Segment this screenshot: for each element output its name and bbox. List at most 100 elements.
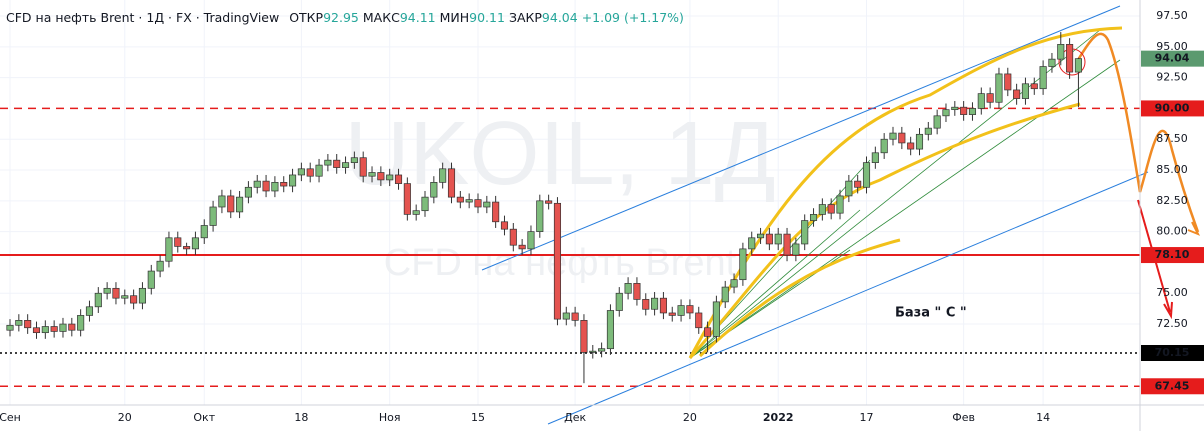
candle-body — [977, 93, 985, 109]
candle-body — [262, 180, 270, 192]
candle-body — [24, 320, 32, 329]
y-tick-label: 95.00 — [1156, 40, 1188, 53]
candle-body — [598, 348, 606, 352]
y-tick-label: 80.00 — [1156, 225, 1188, 238]
candle-body — [924, 127, 932, 135]
candle-body — [280, 182, 288, 187]
y-tick-label: 82.50 — [1156, 194, 1188, 207]
candle-body — [271, 182, 279, 192]
candle-body — [809, 214, 818, 221]
info-value: 94.04 — [542, 10, 578, 25]
candle-body — [527, 231, 535, 250]
candle-body — [297, 168, 305, 176]
candle-body — [986, 93, 994, 103]
price-label: 94.04 — [1155, 52, 1190, 65]
candle-body — [854, 180, 862, 188]
candle-body — [933, 115, 941, 129]
candle-body — [209, 206, 217, 226]
candle-body — [421, 196, 429, 212]
candle-body — [730, 279, 738, 288]
candle-body — [1066, 44, 1074, 73]
candle-body — [350, 157, 358, 163]
candle-body — [765, 233, 773, 245]
level-label: 67.45 — [1155, 379, 1190, 392]
candle-body — [721, 286, 729, 303]
candle-body — [704, 327, 712, 337]
chart-title: CFD на нефть Brent · 1Д · FX · TradingVi… — [6, 10, 279, 25]
candle-body — [183, 246, 191, 250]
candle-body — [465, 199, 473, 203]
drawings — [481, 5, 1201, 425]
x-tick-label: 20 — [118, 411, 132, 424]
x-tick-label: Ноя — [379, 411, 401, 424]
candle-body — [333, 159, 341, 168]
annotation: База " C " — [895, 306, 967, 321]
x-tick-label: Фев — [952, 411, 975, 424]
candle-body — [492, 201, 500, 223]
candle-body — [77, 315, 85, 331]
candle-body — [871, 152, 879, 163]
candle-body — [94, 292, 102, 308]
grid — [0, 0, 1140, 405]
candle-body — [200, 225, 208, 239]
candle-body — [951, 106, 959, 111]
candle-body — [624, 283, 632, 294]
candle-body — [130, 295, 138, 304]
change: +1.09 (+1.17%) — [582, 10, 684, 25]
candle-body — [898, 132, 906, 144]
candle-body — [589, 350, 597, 353]
candle-body — [315, 164, 323, 177]
x-tick-label: Сен — [0, 411, 21, 424]
candle-body — [960, 106, 968, 115]
y-tick-label: 92.50 — [1156, 71, 1188, 84]
info-name: ОТКР — [289, 10, 323, 25]
candle-body — [748, 237, 756, 250]
header: CFD на нефть Brent · 1Д · FX · TradingVi… — [6, 10, 684, 25]
candle-body — [289, 174, 297, 187]
candle-body — [1021, 83, 1030, 99]
candle-body — [580, 320, 588, 353]
candle-body — [774, 233, 782, 245]
candle-body — [1074, 58, 1082, 73]
arrow-head — [1163, 301, 1173, 320]
candle-body — [112, 287, 120, 299]
candle-body — [174, 237, 182, 247]
candle-body — [889, 132, 897, 140]
info-value: 92.95 — [323, 10, 359, 25]
candle-body — [236, 196, 244, 213]
level-label-bg — [1141, 100, 1204, 117]
candle-body — [1039, 66, 1047, 90]
candle-body — [668, 312, 676, 316]
info-name: МАКС — [363, 10, 400, 25]
candle-body — [430, 182, 438, 198]
candle-body — [306, 168, 314, 177]
candle-body — [968, 108, 977, 115]
x-tick-label: Дек — [564, 411, 586, 424]
candle-body — [686, 305, 694, 314]
y-tick-label: 87.50 — [1156, 132, 1188, 145]
candle-body — [324, 159, 332, 166]
candle-body — [677, 305, 685, 316]
candle-body — [412, 210, 420, 215]
trend-line — [547, 171, 1149, 425]
candle-body — [341, 162, 350, 168]
candle-body — [15, 320, 23, 326]
candle-body — [439, 168, 447, 183]
candle-body — [783, 233, 791, 256]
x-tick-label: 17 — [860, 411, 874, 424]
y-tick-label: 72.50 — [1156, 317, 1188, 330]
candle-body — [942, 109, 950, 117]
candle-body — [147, 270, 155, 289]
arcs — [688, 26, 1123, 360]
candle-body — [68, 323, 76, 331]
candle-body — [165, 237, 173, 262]
candle-body — [377, 172, 385, 181]
candle-body — [553, 202, 562, 320]
y-tick-label: 85.00 — [1156, 163, 1188, 176]
candle-body — [712, 301, 720, 337]
arrow-head — [1187, 221, 1201, 236]
candle-body — [41, 326, 49, 334]
candle-body — [32, 327, 41, 334]
candle-body — [792, 243, 800, 256]
